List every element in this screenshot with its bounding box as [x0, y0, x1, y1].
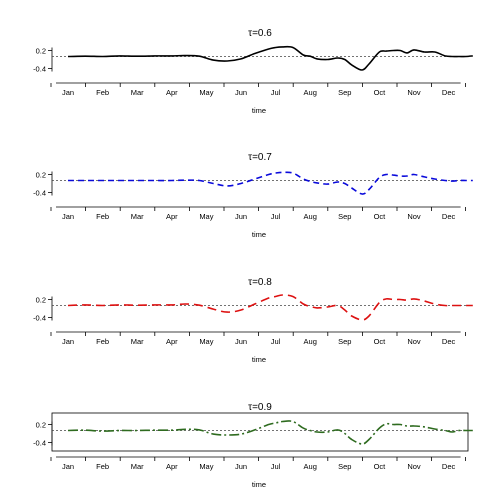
x-tick-label: Sep — [338, 337, 351, 346]
x-tick-label: Jul — [271, 88, 281, 97]
x-tick-label: Apr — [166, 212, 178, 221]
panel-2: τ=0.7 0.2 -0.4 Jan Feb Mar Apr May Jun Jul Aug Sep O… — [33, 152, 473, 239]
y-tick-label: -0.4 — [33, 189, 46, 198]
panel-4: τ=0.9 0.2 -0.4 Jan Feb Mar Apr May Jun Jul Aug Sep O… — [33, 402, 473, 489]
y-tick-label: -0.4 — [33, 65, 46, 74]
x-axis-label: time — [252, 355, 266, 364]
x-tick-label: Jan — [62, 337, 74, 346]
panel-title: τ=0.9 — [248, 402, 272, 413]
x-tick-label: Sep — [338, 462, 351, 471]
x-tick-label: Jun — [235, 337, 247, 346]
x-tick-label: May — [199, 212, 213, 221]
x-tick-label: Dec — [442, 212, 456, 221]
x-axis-label: time — [252, 106, 266, 115]
x-tick-label: Aug — [304, 337, 317, 346]
x-tick-label: Aug — [304, 212, 317, 221]
x-tick-label: Feb — [96, 88, 109, 97]
x-tick-label: Jul — [271, 462, 281, 471]
x-tick-label: Mar — [131, 212, 144, 221]
y-tick-label: 0.2 — [36, 421, 46, 430]
x-tick-label: Aug — [304, 462, 317, 471]
y-tick-label: 0.2 — [36, 171, 46, 180]
x-tick-label: Dec — [442, 337, 456, 346]
x-tick-label: Feb — [96, 462, 109, 471]
x-tick-label: Sep — [338, 212, 351, 221]
x-tick-label: Mar — [131, 88, 144, 97]
x-tick-label: May — [199, 337, 213, 346]
x-axis-label: time — [252, 480, 266, 489]
x-tick-label: Apr — [166, 462, 178, 471]
panel-title: τ=0.6 — [248, 28, 272, 39]
x-tick-label: Oct — [374, 88, 387, 97]
x-tick-label: May — [199, 88, 213, 97]
x-tick-label: Jun — [235, 212, 247, 221]
series-line — [68, 47, 473, 70]
series-line — [68, 172, 473, 194]
x-tick-label: Nov — [407, 337, 421, 346]
panel-title: τ=0.8 — [248, 277, 272, 288]
plot-frame — [52, 413, 468, 451]
y-tick-label: 0.2 — [36, 296, 46, 305]
x-tick-label: Mar — [131, 337, 144, 346]
x-tick-label: Apr — [166, 88, 178, 97]
x-tick-label: Oct — [374, 212, 387, 221]
x-tick-label: May — [199, 462, 213, 471]
series-line — [68, 421, 473, 444]
x-tick-label: Feb — [96, 212, 109, 221]
panel-1: τ=0.6 0.2 -0.4 Jan Feb Mar Apr May Jun Jul Aug Sep O… — [33, 28, 473, 115]
x-tick-label: Jun — [235, 462, 247, 471]
x-axis-label: time — [252, 230, 266, 239]
panel-3: τ=0.8 0.2 -0.4 Jan Feb Mar Apr May Jun Jul Aug Sep O… — [33, 277, 473, 364]
x-tick-label: Jan — [62, 212, 74, 221]
x-tick-label: Feb — [96, 337, 109, 346]
y-tick-label: 0.2 — [36, 47, 46, 56]
x-tick-label: Nov — [407, 88, 421, 97]
x-tick-label: Jul — [271, 337, 281, 346]
x-tick-label: Nov — [407, 462, 421, 471]
x-tick-label: Jun — [235, 88, 247, 97]
x-tick-label: Sep — [338, 88, 351, 97]
x-tick-label: Dec — [442, 462, 456, 471]
x-tick-label: Apr — [166, 337, 178, 346]
x-tick-label: Dec — [442, 88, 456, 97]
panel-title: τ=0.7 — [248, 152, 272, 163]
x-tick-label: Aug — [304, 88, 317, 97]
y-tick-label: -0.4 — [33, 439, 46, 448]
x-tick-label: Jan — [62, 462, 74, 471]
x-tick-label: Nov — [407, 212, 421, 221]
y-tick-label: -0.4 — [33, 314, 46, 323]
x-tick-label: Jul — [271, 212, 281, 221]
x-tick-label: Oct — [374, 462, 387, 471]
x-tick-label: Jan — [62, 88, 74, 97]
x-tick-label: Oct — [374, 337, 387, 346]
series-line — [68, 295, 473, 320]
x-tick-label: Mar — [131, 462, 144, 471]
